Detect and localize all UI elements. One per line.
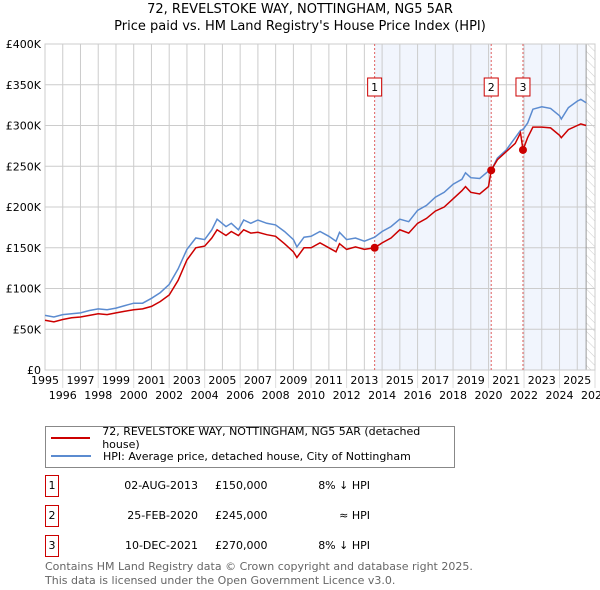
x-tick-label: 1999	[102, 374, 130, 387]
marker-badge: 3	[45, 535, 59, 557]
x-tick-label: 2007	[244, 374, 272, 387]
legend-line-blue	[51, 455, 91, 457]
sale-marker-box	[483, 77, 499, 97]
transaction-hpi: ≈ HPI	[339, 509, 370, 522]
transaction-price: £150,000	[215, 479, 268, 492]
transaction-date: 10-DEC-2021	[124, 539, 198, 552]
sale-point	[487, 166, 496, 175]
transaction-row: 3 10-DEC-2021 £270,000 8% ↓ HPI	[45, 535, 445, 557]
x-tick-label: 1998	[84, 389, 112, 402]
transaction-hpi: 8% ↓ HPI	[318, 539, 370, 552]
chart-subtitle: Price paid vs. HM Land Registry's House …	[114, 19, 486, 34]
property-price-line	[44, 123, 587, 323]
x-tick-label: 2004	[191, 389, 219, 402]
sale-point	[370, 243, 379, 252]
hpi-line	[44, 98, 587, 318]
y-tick-label: £50K	[13, 323, 42, 336]
x-tick-label: 2012	[333, 389, 361, 402]
legend-item-property: 72, REVELSTOKE WAY, NOTTINGHAM, NG5 5AR …	[46, 425, 454, 451]
chart-title: 72, REVELSTOKE WAY, NOTTINGHAM, NG5 5AR	[147, 2, 453, 17]
transaction-row: 1 02-AUG-2013 £150,000 8% ↓ HPI	[45, 475, 445, 497]
x-tick-label: 2008	[262, 389, 290, 402]
x-tick-label: 2011	[315, 374, 343, 387]
x-tick-label: 2003	[173, 374, 201, 387]
x-tick-label: 2002	[155, 389, 183, 402]
x-tick-label: 2023	[528, 374, 556, 387]
x-tick-label: 2024	[546, 389, 574, 402]
x-tick-label: 2022	[510, 389, 538, 402]
transaction-row: 2 25-FEB-2020 £245,000 ≈ HPI	[45, 505, 445, 527]
legend-label: 72, REVELSTOKE WAY, NOTTINGHAM, NG5 5AR …	[102, 425, 421, 451]
sale-marker-label: 2	[488, 81, 495, 94]
transaction-date: 02-AUG-2013	[124, 479, 198, 492]
marker-badge: 1	[45, 475, 59, 497]
sale-marker-label: 1	[371, 81, 378, 94]
x-tick-label: 2015	[386, 374, 414, 387]
x-tick-label: 2006	[226, 389, 254, 402]
transaction-date: 25-FEB-2020	[127, 509, 198, 522]
footer-copyright: Contains HM Land Registry data © Crown c…	[45, 560, 473, 573]
x-tick-label: 2013	[350, 374, 378, 387]
x-tick-label: 2018	[439, 389, 467, 402]
sale-marker-label: 3	[519, 81, 526, 94]
y-tick-label: £300K	[6, 120, 42, 133]
x-tick-label: 2026	[581, 389, 600, 402]
transaction-price: £245,000	[215, 509, 268, 522]
transaction-hpi: 8% ↓ HPI	[318, 479, 370, 492]
legend-item-hpi: HPI: Average price, detached house, City…	[46, 447, 411, 465]
y-tick-label: £400K	[6, 38, 42, 51]
y-tick-label: £150K	[6, 242, 42, 255]
sale-marker-box	[367, 77, 383, 97]
x-tick-label: 2014	[368, 389, 396, 402]
x-tick-label: 2017	[421, 374, 449, 387]
y-tick-label: £200K	[6, 201, 42, 214]
legend-line-red	[51, 437, 91, 439]
x-tick-label: 1996	[49, 389, 77, 402]
transaction-price: £270,000	[215, 539, 268, 552]
y-tick-label: £350K	[6, 79, 42, 92]
legend-label: HPI: Average price, detached house, City…	[103, 449, 411, 463]
x-tick-label: 2016	[404, 389, 432, 402]
x-tick-label: 2010	[297, 389, 325, 402]
x-tick-label: 2020	[475, 389, 503, 402]
x-tick-label: 2001	[137, 374, 165, 387]
y-tick-label: £0	[27, 364, 41, 377]
x-tick-label: 2005	[208, 374, 236, 387]
price-chart: 1995 1996 1997 1998 1999 2000 2001 2002 2003 2004…	[6, 38, 600, 402]
sale-point	[518, 145, 527, 154]
x-tick-label: 2019	[457, 374, 485, 387]
y-tick-label: £250K	[6, 160, 42, 173]
y-tick-label: £100K	[6, 283, 42, 296]
marker-badge: 2	[45, 505, 59, 527]
legend: 72, REVELSTOKE WAY, NOTTINGHAM, NG5 5AR …	[45, 425, 455, 468]
x-tick-label: 1995	[31, 374, 59, 387]
x-tick-label: 1997	[66, 374, 94, 387]
footer-licence: This data is licensed under the Open Gov…	[45, 574, 396, 587]
sale-marker-box	[515, 77, 531, 97]
plot-frame	[44, 43, 596, 371]
x-tick-label: 2025	[563, 374, 591, 387]
x-tick-label: 2021	[492, 374, 520, 387]
x-tick-label: 2000	[120, 389, 148, 402]
x-tick-label: 2009	[279, 374, 307, 387]
